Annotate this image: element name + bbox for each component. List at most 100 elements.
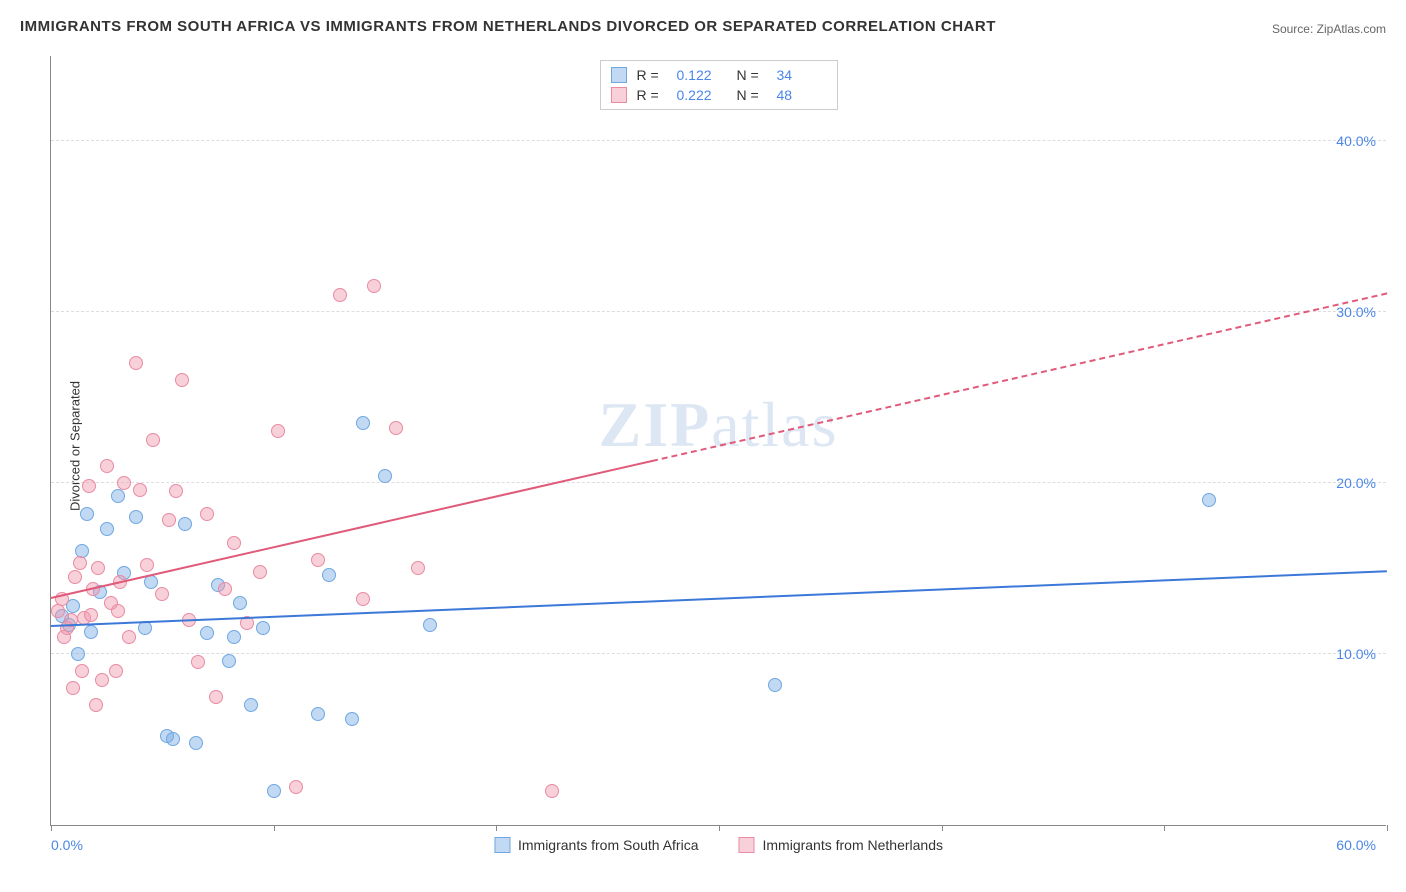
series-legend: Immigrants from South Africa Immigrants … <box>494 837 943 853</box>
n-value-2: 48 <box>777 87 827 103</box>
legend-label-2: Immigrants from Netherlands <box>763 837 944 853</box>
scatter-point <box>66 681 80 695</box>
scatter-point <box>129 356 143 370</box>
scatter-point <box>175 373 189 387</box>
scatter-point <box>117 476 131 490</box>
scatter-point <box>545 784 559 798</box>
n-label: N = <box>737 67 767 83</box>
x-tick <box>942 825 943 831</box>
scatter-point <box>80 507 94 521</box>
x-tick <box>1387 825 1388 831</box>
scatter-point <box>356 592 370 606</box>
legend-swatch-pink <box>611 87 627 103</box>
scatter-point <box>189 736 203 750</box>
scatter-point <box>1202 493 1216 507</box>
scatter-point <box>111 489 125 503</box>
chart-title: IMMIGRANTS FROM SOUTH AFRICA VS IMMIGRAN… <box>20 18 996 35</box>
scatter-point <box>109 664 123 678</box>
trend-line <box>51 570 1387 627</box>
scatter-point <box>71 647 85 661</box>
scatter-point <box>311 707 325 721</box>
scatter-point <box>411 561 425 575</box>
correlation-legend: R = 0.122 N = 34 R = 0.222 N = 48 <box>600 60 838 110</box>
y-tick-label: 40.0% <box>1336 133 1376 149</box>
scatter-point <box>378 469 392 483</box>
scatter-point <box>84 608 98 622</box>
scatter-point <box>155 587 169 601</box>
scatter-point <box>200 626 214 640</box>
scatter-point <box>209 690 223 704</box>
scatter-point <box>256 621 270 635</box>
scatter-point <box>82 479 96 493</box>
source-attribution: Source: ZipAtlas.com <box>1272 22 1386 36</box>
trend-line <box>652 293 1387 462</box>
n-label: N = <box>737 87 767 103</box>
scatter-point <box>57 630 71 644</box>
scatter-point <box>233 596 247 610</box>
gridline <box>51 482 1386 483</box>
scatter-point <box>75 664 89 678</box>
scatter-point <box>95 673 109 687</box>
scatter-point <box>178 517 192 531</box>
gridline <box>51 140 1386 141</box>
scatter-point <box>191 655 205 669</box>
y-tick-label: 20.0% <box>1336 475 1376 491</box>
scatter-point <box>244 698 258 712</box>
legend-swatch-blue <box>611 67 627 83</box>
x-tick <box>719 825 720 831</box>
scatter-point <box>100 459 114 473</box>
x-tick <box>51 825 52 831</box>
scatter-point <box>133 483 147 497</box>
scatter-point <box>311 553 325 567</box>
gridline <box>51 311 1386 312</box>
scatter-point <box>389 421 403 435</box>
scatter-point <box>122 630 136 644</box>
scatter-point <box>227 630 241 644</box>
x-tick <box>274 825 275 831</box>
legend-label-1: Immigrants from South Africa <box>518 837 699 853</box>
y-tick-label: 30.0% <box>1336 304 1376 320</box>
scatter-point <box>169 484 183 498</box>
scatter-point <box>162 513 176 527</box>
scatter-point <box>89 698 103 712</box>
scatter-point <box>367 279 381 293</box>
scatter-plot-area: ZIPatlas R = 0.122 N = 34 R = 0.222 N = … <box>50 56 1386 826</box>
scatter-point <box>84 625 98 639</box>
scatter-point <box>100 522 114 536</box>
scatter-point <box>129 510 143 524</box>
scatter-point <box>200 507 214 521</box>
scatter-point <box>322 568 336 582</box>
scatter-point <box>222 654 236 668</box>
legend-swatch-pink <box>739 837 755 853</box>
legend-item-south-africa: Immigrants from South Africa <box>494 837 699 853</box>
x-tick-min: 0.0% <box>51 837 83 853</box>
r-label: R = <box>637 67 667 83</box>
scatter-point <box>166 732 180 746</box>
legend-row-series2: R = 0.222 N = 48 <box>611 85 827 105</box>
r-value-1: 0.122 <box>677 67 727 83</box>
legend-swatch-blue <box>494 837 510 853</box>
scatter-point <box>423 618 437 632</box>
scatter-point <box>271 424 285 438</box>
scatter-point <box>253 565 267 579</box>
scatter-point <box>768 678 782 692</box>
gridline <box>51 653 1386 654</box>
scatter-point <box>227 536 241 550</box>
x-tick-max: 60.0% <box>1336 837 1376 853</box>
r-value-2: 0.222 <box>677 87 727 103</box>
scatter-point <box>146 433 160 447</box>
scatter-point <box>345 712 359 726</box>
scatter-point <box>289 780 303 794</box>
x-tick <box>496 825 497 831</box>
n-value-1: 34 <box>777 67 827 83</box>
scatter-point <box>218 582 232 596</box>
legend-item-netherlands: Immigrants from Netherlands <box>739 837 944 853</box>
legend-row-series1: R = 0.122 N = 34 <box>611 65 827 85</box>
scatter-point <box>51 604 65 618</box>
r-label: R = <box>637 87 667 103</box>
scatter-point <box>267 784 281 798</box>
scatter-point <box>73 556 87 570</box>
scatter-point <box>68 570 82 584</box>
y-tick-label: 10.0% <box>1336 646 1376 662</box>
scatter-point <box>140 558 154 572</box>
